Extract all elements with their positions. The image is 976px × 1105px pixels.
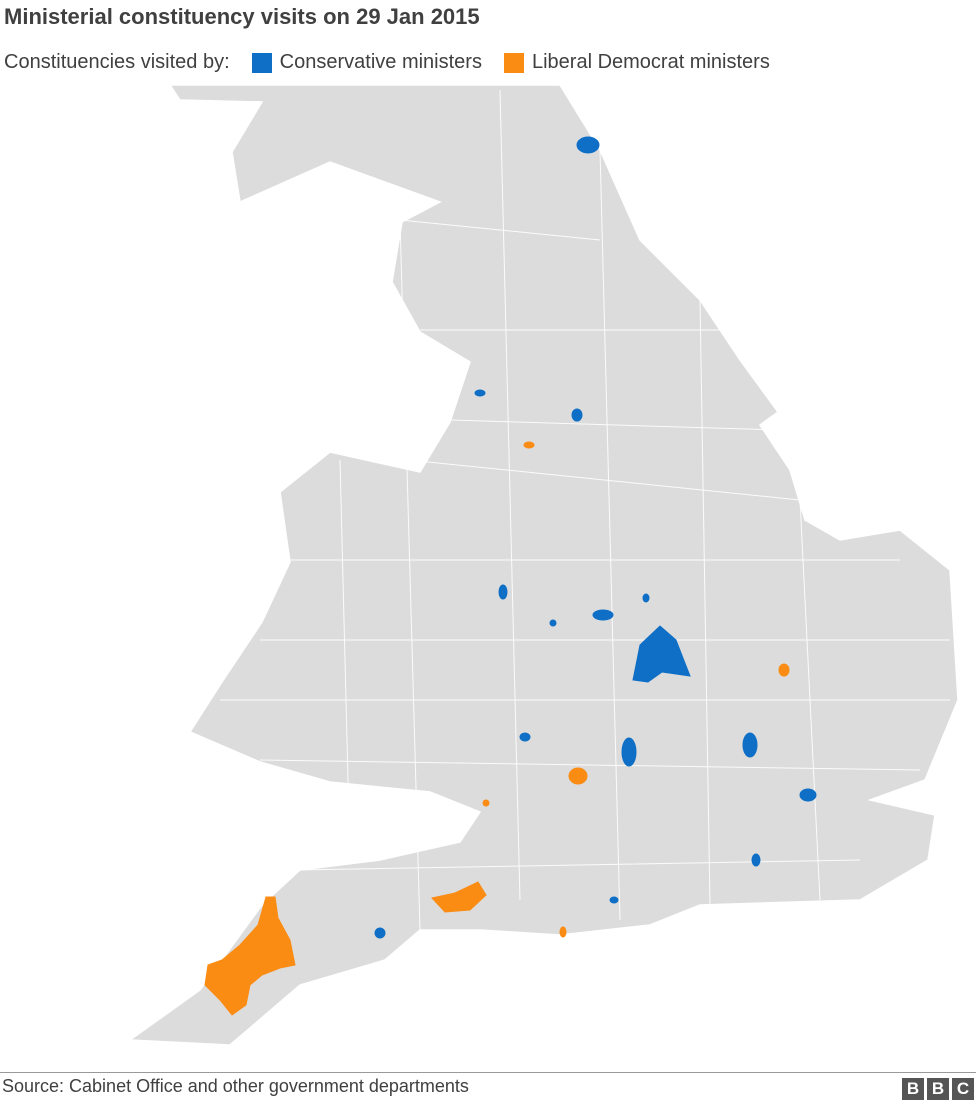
legend-swatch bbox=[503, 52, 524, 73]
region bbox=[498, 584, 508, 600]
legend-swatch bbox=[251, 52, 272, 73]
region bbox=[559, 926, 567, 938]
regions bbox=[204, 136, 817, 1016]
region bbox=[431, 881, 487, 913]
region bbox=[592, 609, 614, 621]
region bbox=[778, 663, 790, 677]
region bbox=[742, 732, 758, 758]
region bbox=[474, 389, 486, 397]
logo-letter: B bbox=[927, 1078, 949, 1100]
region bbox=[549, 619, 557, 627]
region bbox=[751, 853, 761, 867]
region bbox=[482, 799, 490, 807]
region bbox=[523, 441, 535, 449]
legend-item: Conservative ministers bbox=[279, 51, 482, 73]
source: Source: Cabinet Office and other governm… bbox=[2, 1076, 469, 1096]
footer-rule bbox=[0, 1072, 976, 1073]
region bbox=[576, 136, 600, 154]
logo-letter: B bbox=[902, 1078, 924, 1100]
logo-letter: C bbox=[952, 1078, 974, 1100]
land bbox=[127, 84, 959, 1046]
region bbox=[632, 625, 691, 683]
logo: B B C bbox=[902, 1078, 974, 1100]
boundaries bbox=[220, 89, 950, 931]
region bbox=[374, 927, 386, 939]
legend-label: Constituencies visited by: bbox=[4, 51, 230, 73]
region bbox=[519, 732, 531, 742]
region bbox=[568, 767, 588, 785]
legend-item: Liberal Democrat ministers bbox=[531, 51, 770, 73]
region bbox=[571, 408, 583, 422]
region bbox=[609, 896, 619, 904]
title: Ministerial constituency visits on 29 Ja… bbox=[4, 4, 480, 29]
region bbox=[799, 788, 817, 802]
legend: Constituencies visited by: Conservative … bbox=[4, 51, 770, 74]
region bbox=[621, 737, 637, 767]
map bbox=[127, 84, 959, 1046]
region bbox=[642, 593, 650, 603]
region bbox=[204, 896, 296, 1016]
